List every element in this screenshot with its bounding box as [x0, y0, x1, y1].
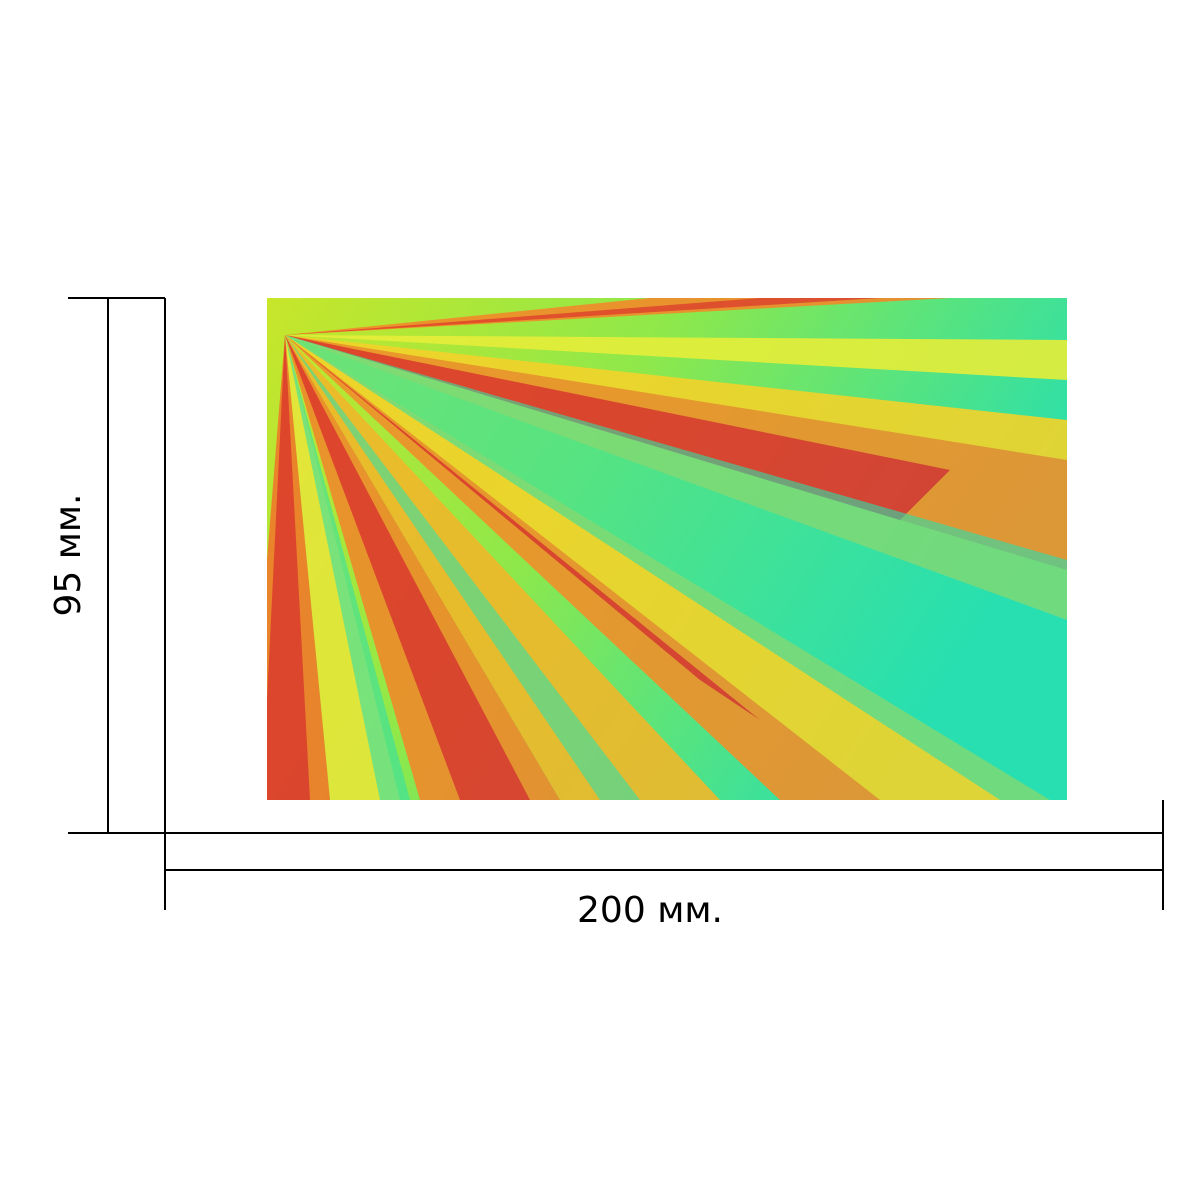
dimension-lines [68, 297, 1164, 910]
product-image [267, 298, 1067, 800]
height-label: 95 мм. [48, 493, 89, 616]
width-label: 200 мм. [577, 890, 723, 931]
